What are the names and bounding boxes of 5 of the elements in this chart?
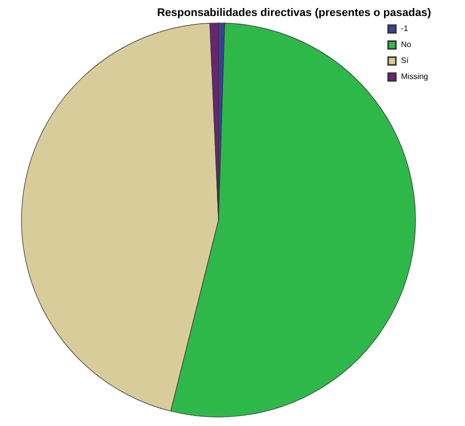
legend-label: Missing	[401, 72, 428, 81]
legend-label: -1	[401, 24, 409, 33]
legend-label: No	[401, 40, 412, 49]
legend-label: Sí	[401, 56, 410, 65]
chart-title: Responsabilidades directivas (presentes o pasadas)	[157, 6, 432, 19]
